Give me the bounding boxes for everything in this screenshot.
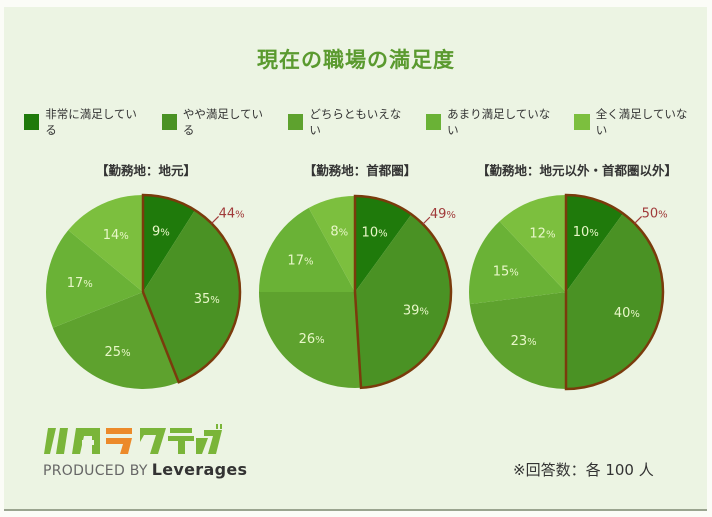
legend-swatch xyxy=(24,114,40,130)
highlight-outline xyxy=(353,194,453,390)
slice-label: 10% xyxy=(362,226,388,241)
pie-slice xyxy=(566,195,624,292)
legend-item-neutral: どちらともいえない xyxy=(288,106,408,138)
pie-slice xyxy=(259,207,355,292)
pie-slice xyxy=(469,292,566,389)
slice-label: 10% xyxy=(573,225,599,240)
slice-label: 26% xyxy=(299,332,325,347)
legend-item-somewhat-dissatisfied: あまり満足していない xyxy=(425,106,557,138)
slice-label: 8% xyxy=(330,225,348,240)
legend-item-very-satisfied: 非常に満足している xyxy=(24,106,144,138)
legend-swatch xyxy=(425,114,442,130)
slice-label: 17% xyxy=(287,254,313,269)
slice-label: 35% xyxy=(194,292,220,307)
legend-swatch xyxy=(574,114,590,130)
slice-label: 17% xyxy=(67,276,93,291)
pie-slice xyxy=(143,195,195,292)
pie-slice xyxy=(355,196,412,292)
legend-swatch xyxy=(161,114,177,130)
pie-slice xyxy=(355,214,452,388)
chart-title-capital: 【勤務地：首都圏】 xyxy=(303,163,417,178)
page-title: 現在の職場の満足度 xyxy=(257,48,455,72)
legend-label: やや満足している xyxy=(182,107,263,137)
chart-title-local: 【勤務地：地元】 xyxy=(95,163,196,178)
legend-label: 非常に満足している xyxy=(45,107,137,137)
slice-label: 14% xyxy=(103,228,129,243)
legend-label: 全く満足していない xyxy=(595,107,688,137)
legend-label: あまり満足していない xyxy=(447,107,551,137)
pie-slice xyxy=(499,195,566,292)
pie-slice xyxy=(68,195,143,292)
highlight-total-label: 49% xyxy=(430,207,456,222)
highlight-total-label: 44% xyxy=(219,206,245,221)
pie-slice xyxy=(259,292,362,389)
slice-label: 40% xyxy=(614,306,640,321)
legend-item-somewhat-satisfied: やや満足している xyxy=(161,106,271,138)
pie-slice xyxy=(468,221,566,305)
slice-label: 12% xyxy=(529,226,555,241)
produced-by-text: PRODUCED BY xyxy=(43,463,148,479)
pie-slice xyxy=(308,196,355,292)
highlight-total-label: 50% xyxy=(642,206,668,221)
legend-swatch xyxy=(288,114,304,130)
legend-label: どちらともいえない xyxy=(309,107,402,137)
slice-label: 39% xyxy=(403,304,429,319)
highlight-outline xyxy=(141,193,242,384)
pie-slice xyxy=(52,292,179,389)
highlight-outline xyxy=(564,193,665,391)
slice-label: 23% xyxy=(511,334,537,349)
hataractive-logo xyxy=(44,424,222,454)
slice-label: 9% xyxy=(152,225,170,240)
brand-name: Leverages xyxy=(151,460,248,479)
slice-label: 15% xyxy=(493,264,519,279)
legend-item-very-dissatisfied: 全く満足していない xyxy=(574,106,694,138)
pie-slice xyxy=(46,230,144,328)
slice-label: 25% xyxy=(105,345,131,360)
pie-slice xyxy=(143,210,241,383)
chart-title-other: 【勤務地：地元以外・首都圏以外】 xyxy=(476,163,677,178)
pie-slice xyxy=(566,213,664,389)
respondents-note: ※回答数：各 100 人 xyxy=(513,461,654,479)
produced-by: PRODUCED BY Leverages xyxy=(43,460,247,479)
legend: 非常に満足している やや満足している どちらともいえない あまり満足していない … xyxy=(24,106,712,138)
